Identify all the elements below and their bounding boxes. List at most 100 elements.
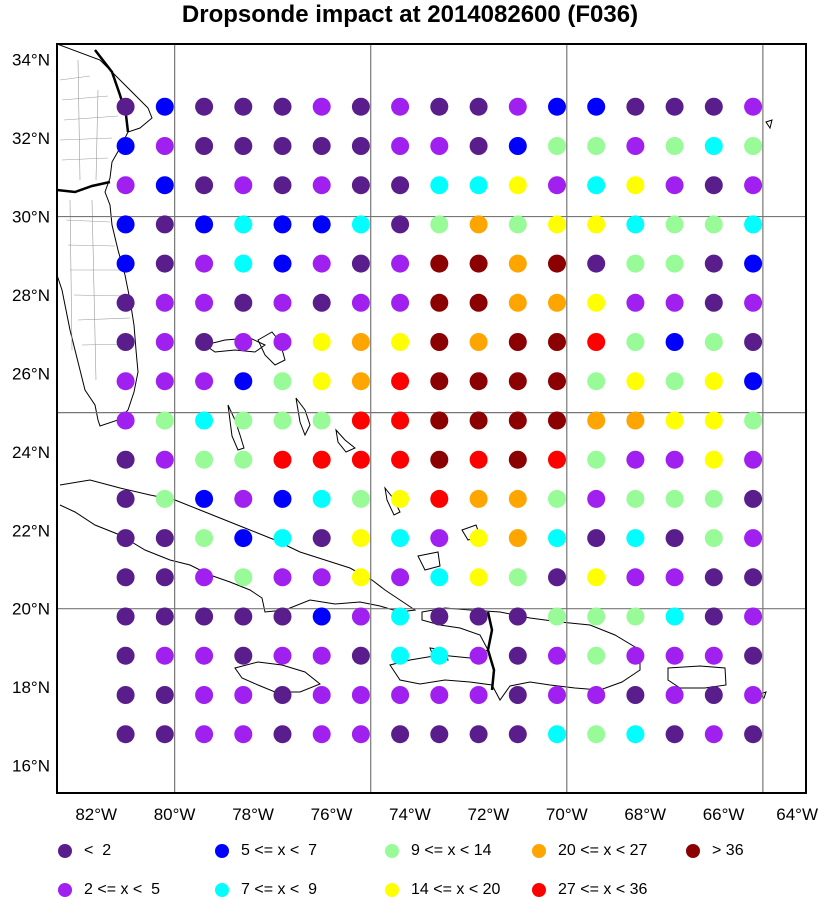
- lat-tick-label: 20°N: [12, 600, 50, 619]
- impact-dot: [391, 372, 410, 391]
- impact-dot: [116, 411, 135, 430]
- impact-dot: [587, 254, 606, 273]
- impact-dot: [744, 686, 763, 704]
- jamaica-coastline: [234, 661, 321, 693]
- impact-dot: [195, 176, 214, 195]
- legend-label: 27 <= x < 36: [558, 881, 648, 898]
- legend-item: < 2: [58, 842, 111, 860]
- impact-dot: [116, 725, 135, 744]
- impact-dot: [744, 254, 763, 273]
- legend-item: 7 <= x < 9: [215, 881, 317, 899]
- impact-dot: [548, 97, 566, 116]
- impact-dot: [273, 254, 292, 273]
- impact-dot: [626, 411, 645, 430]
- impact-dot: [116, 137, 135, 155]
- impact-dot: [116, 529, 135, 548]
- impact-dot: [508, 686, 527, 704]
- impact-dot: [430, 411, 449, 430]
- impact-dot: [391, 646, 410, 665]
- impact-dot: [391, 254, 410, 273]
- impact-dot: [626, 333, 645, 351]
- legend-item: 20 <= x < 27: [532, 842, 647, 860]
- impact-dot: [587, 137, 606, 155]
- impact-dot: [548, 489, 566, 508]
- impact-dot: [744, 97, 763, 116]
- legend-item: 5 <= x < 7: [215, 842, 317, 860]
- impact-dot: [116, 450, 135, 469]
- impact-dot: [665, 215, 684, 234]
- impact-dot: [469, 686, 488, 704]
- impact-dot: [351, 333, 370, 351]
- impact-dot: [704, 372, 723, 391]
- lon-tick-label: 68°W: [624, 805, 666, 824]
- impact-dot: [744, 489, 763, 508]
- impact-dot: [744, 333, 763, 351]
- lon-tick-label: 78°W: [232, 805, 274, 824]
- impact-dot: [508, 568, 527, 587]
- impact-dot: [704, 333, 723, 351]
- impact-dot: [665, 254, 684, 273]
- impact-dot: [391, 176, 410, 195]
- impact-dot: [155, 529, 174, 548]
- impact-dot: [587, 176, 606, 195]
- impact-dot: [273, 176, 292, 195]
- legend-swatch: [58, 844, 72, 858]
- impact-dot: [744, 176, 763, 195]
- impact-dot: [704, 97, 723, 116]
- impact-dot: [744, 529, 763, 548]
- impact-dot: [351, 254, 370, 273]
- impact-dot: [508, 450, 527, 469]
- impact-dot: [351, 489, 370, 508]
- impact-dot: [469, 529, 488, 548]
- impact-dot: [273, 372, 292, 391]
- impact-dot: [744, 646, 763, 665]
- impact-dot: [273, 411, 292, 430]
- impact-dot: [234, 372, 253, 391]
- impact-dot: [704, 646, 723, 665]
- impact-dot: [351, 97, 370, 116]
- lon-tick-label: 66°W: [703, 805, 745, 824]
- impact-dot: [548, 215, 566, 234]
- impact-dot: [704, 489, 723, 508]
- impact-dot: [234, 725, 253, 744]
- impact-dot: [508, 411, 527, 430]
- lat-tick-label: 32°N: [12, 129, 50, 148]
- impact-dot: [704, 293, 723, 312]
- impact-dot: [508, 97, 527, 116]
- impact-dot: [391, 293, 410, 312]
- impact-dot: [587, 411, 606, 430]
- impact-dot: [234, 215, 253, 234]
- impact-dot: [469, 372, 488, 391]
- impact-dot: [351, 411, 370, 430]
- impact-dot: [116, 254, 135, 273]
- impact-dot: [116, 372, 135, 391]
- impact-dot: [469, 411, 488, 430]
- impact-dot: [195, 372, 214, 391]
- impact-dot: [626, 646, 645, 665]
- impact-dot: [508, 646, 527, 665]
- lon-tick-label: 80°W: [154, 805, 196, 824]
- impact-dot: [626, 568, 645, 587]
- impact-dot: [626, 254, 645, 273]
- impact-dot: [430, 529, 449, 548]
- haiti-dr-border: [486, 611, 496, 691]
- impact-dot: [587, 686, 606, 704]
- impact-dot: [155, 176, 174, 195]
- impact-dot: [391, 137, 410, 155]
- impact-dot: [548, 450, 566, 469]
- impact-dot: [195, 568, 214, 587]
- impact-dot: [744, 215, 763, 234]
- impact-dot: [704, 215, 723, 234]
- impact-dot: [626, 293, 645, 312]
- impact-dot: [430, 97, 449, 116]
- impact-dot: [312, 215, 331, 234]
- legend-label: 9 <= x < 14: [411, 842, 492, 859]
- impact-dot: [273, 568, 292, 587]
- impact-dot: [430, 215, 449, 234]
- impact-dot: [430, 568, 449, 587]
- legend-item: 27 <= x < 36: [532, 881, 647, 899]
- impact-dot: [391, 411, 410, 430]
- impact-dot: [665, 529, 684, 548]
- impact-dot: [469, 215, 488, 234]
- impact-dot: [665, 725, 684, 744]
